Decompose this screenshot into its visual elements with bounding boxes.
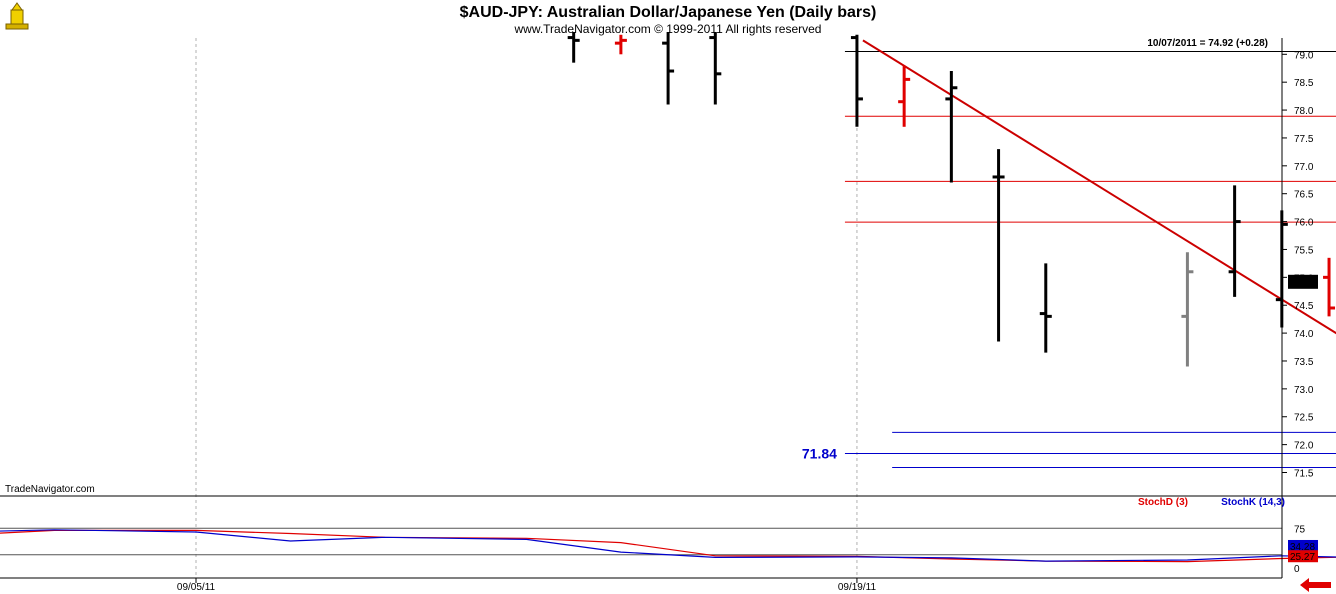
- ohlc-bar: [1228, 185, 1241, 297]
- legend-stochd: StochD (3): [1138, 497, 1188, 508]
- last-price-label: 74.92: [1290, 278, 1315, 289]
- y-tick-label: 74.0: [1294, 329, 1314, 340]
- y-tick-label: 73.5: [1294, 357, 1314, 368]
- x-tick-label: 09/05/11: [177, 582, 216, 593]
- level-label: 71.84: [802, 446, 837, 462]
- chart-subtitle: www.TradeNavigator.com © 1999-2011 All r…: [514, 22, 822, 36]
- ohlc-bar: [1039, 263, 1052, 353]
- y-tick-label: 76.0: [1294, 218, 1314, 229]
- gridlines: [195, 38, 858, 578]
- ohlc-bar: [1323, 257, 1336, 317]
- ohlc-bar: [614, 34, 627, 55]
- quote-label: 10/07/2011 = 74.92 (+0.28): [1147, 38, 1268, 49]
- ohlc-bar: [945, 71, 958, 183]
- stoch-value-tag: [1288, 550, 1318, 563]
- stoch-series-line: [0, 529, 1336, 563]
- watermark: TradeNavigator.com: [5, 484, 95, 495]
- trendline: [862, 39, 1336, 335]
- ohlc-bar: [898, 65, 911, 127]
- price-level-lines: 79.0577.8976.7275.9974.7474.4474.1873.97…: [802, 51, 1336, 468]
- ohlc-bar: [850, 34, 863, 127]
- chart-title: $AUD-JPY: Australian Dollar/Japanese Yen…: [460, 4, 877, 21]
- axes: 09/05/1109/19/1110/03/1110/17/1110/31/11…: [0, 38, 1336, 593]
- y-tick-label: 78.5: [1294, 78, 1314, 89]
- stoch-value-label: 34.28: [1290, 542, 1315, 553]
- ohlc-bar: [662, 31, 675, 105]
- y-tick-label: 74.5: [1294, 301, 1314, 312]
- scroll-left-arrow-icon[interactable]: [1300, 578, 1332, 592]
- legend-stochk: StochK (14,3): [1221, 497, 1285, 508]
- y-tick-label: 78.0: [1294, 106, 1314, 117]
- y-tick-label: 73.0: [1294, 385, 1314, 396]
- trade-navigator-logo-icon: [5, 2, 29, 30]
- y-tick-label: 72.5: [1294, 413, 1314, 424]
- x-tick-label: 09/19/11: [838, 582, 877, 593]
- stoch-value-tag: [1288, 539, 1318, 552]
- trendline-layer: [862, 39, 1336, 335]
- y-tick-label: 76.5: [1294, 190, 1314, 201]
- ohlc-bar: [1181, 252, 1194, 367]
- last-price-tag: [1288, 274, 1318, 289]
- price-bars: [567, 31, 1336, 367]
- y-tick-label: 71.5: [1294, 469, 1314, 480]
- y-tick-label: 77.0: [1294, 162, 1314, 173]
- stoch-value-label: 25.27: [1290, 552, 1315, 563]
- ohlc-bar: [567, 31, 580, 63]
- stoch-y-tick-label: 75: [1294, 524, 1306, 535]
- stoch-series-line: [0, 529, 1336, 562]
- ohlc-bar: [709, 31, 722, 105]
- y-tick-label: 77.5: [1294, 134, 1314, 145]
- y-tick-label: 75.5: [1294, 245, 1314, 256]
- ohlc-bar: [992, 149, 1005, 342]
- y-tick-label: 79.0: [1294, 50, 1314, 61]
- y-tick-label: 72.0: [1294, 441, 1314, 452]
- stoch-y-tick-label: 0: [1294, 564, 1300, 575]
